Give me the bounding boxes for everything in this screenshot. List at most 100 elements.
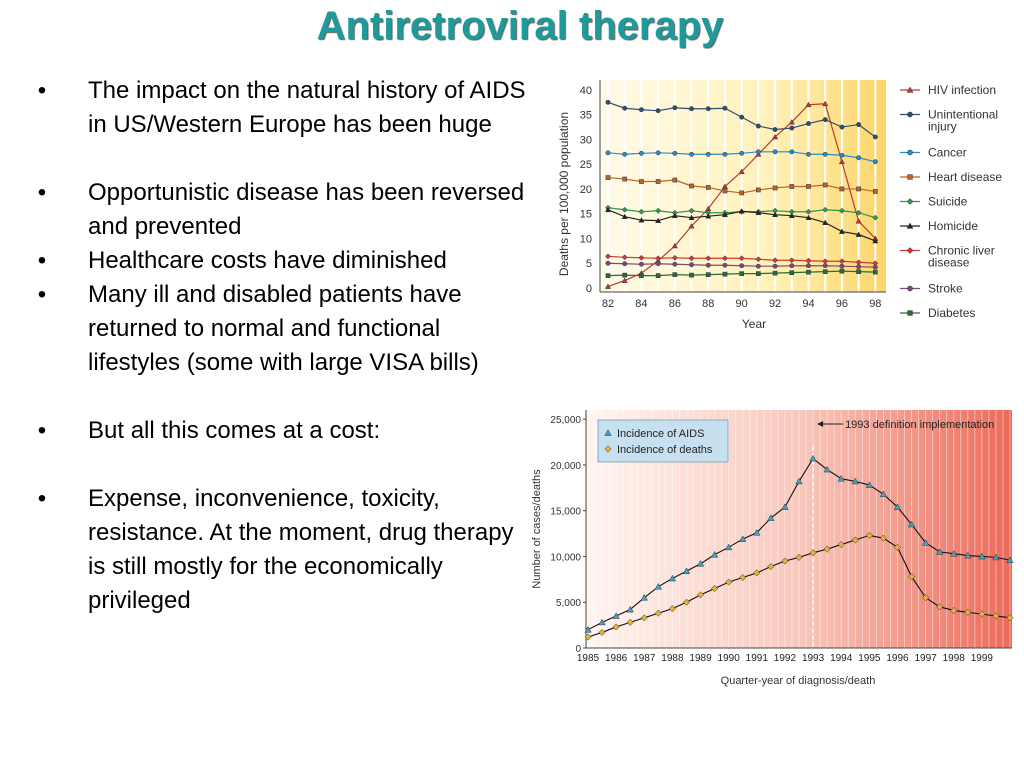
- data-point: [837, 541, 845, 549]
- data-point: [722, 262, 728, 268]
- data-point: [789, 263, 795, 269]
- x-tick-label: 90: [736, 298, 748, 310]
- x-tick-label: 84: [635, 298, 647, 310]
- legend-label: Heart disease: [928, 170, 1002, 184]
- data-point: [1006, 614, 1014, 622]
- data-point: [893, 543, 902, 551]
- data-point: [689, 151, 694, 157]
- legend-label: Homicide: [928, 219, 978, 233]
- data-point: [739, 573, 747, 582]
- x-tick-label: 1996: [886, 653, 909, 664]
- data-point: [721, 183, 728, 189]
- data-point: [711, 584, 719, 593]
- data-point: [688, 255, 695, 262]
- legend-marker-icon: [906, 198, 914, 205]
- data-point: [605, 150, 611, 156]
- legend-marker-icon: [906, 247, 914, 254]
- legend-box: [597, 419, 729, 463]
- data-point: [622, 105, 628, 111]
- data-point: [668, 574, 677, 582]
- y-tick-label: 10,000: [550, 552, 581, 563]
- data-point: [655, 217, 662, 223]
- data-point: [721, 255, 728, 262]
- data-point: [879, 534, 887, 542]
- data-point: [772, 270, 778, 276]
- data-point: [612, 623, 620, 631]
- data-point: [672, 177, 678, 183]
- data-point: [671, 242, 678, 249]
- data-point: [655, 179, 661, 184]
- data-point: [621, 206, 628, 213]
- data-point: [705, 272, 711, 277]
- y-tick-label: 30: [580, 134, 592, 146]
- data-point: [809, 549, 817, 557]
- data-point: [856, 264, 862, 270]
- data-point: [622, 176, 628, 182]
- data-point: [839, 186, 845, 192]
- data-point: [772, 211, 779, 218]
- x-tick-label: 96: [836, 298, 848, 310]
- bullet-item: • Many ill and disabled patients have ret…: [32, 278, 532, 380]
- data-point: [598, 628, 606, 636]
- data-point: [839, 268, 845, 274]
- data-point: [604, 206, 612, 213]
- data-point: [872, 214, 879, 221]
- data-point: [789, 149, 795, 155]
- data-point: [622, 272, 628, 278]
- data-point: [823, 545, 831, 553]
- legend-marker-icon: [906, 86, 914, 93]
- x-tick-label: 1986: [605, 653, 628, 664]
- data-point: [710, 550, 719, 558]
- data-point: [822, 263, 828, 269]
- data-point: [838, 158, 845, 165]
- data-point: [839, 152, 845, 158]
- data-point: [805, 214, 812, 221]
- data-point: [654, 582, 662, 590]
- data-point: [738, 168, 745, 174]
- data-point: [755, 149, 761, 155]
- data-point: [781, 503, 789, 510]
- data-point: [772, 133, 779, 140]
- bullet-dot-icon: •: [37, 281, 47, 308]
- data-point: [753, 528, 761, 536]
- data-point: [739, 114, 745, 120]
- data-point: [855, 218, 862, 224]
- y-tick-label: 5: [586, 258, 592, 270]
- x-tick-label: 98: [869, 298, 881, 310]
- data-point: [806, 269, 811, 275]
- data-point: [893, 503, 902, 510]
- data-point: [838, 207, 845, 214]
- data-point: [789, 125, 795, 131]
- data-point: [605, 99, 611, 105]
- data-point: [806, 263, 811, 269]
- data-point: [1006, 556, 1014, 563]
- data-point: [992, 553, 1000, 561]
- data-point: [822, 269, 828, 274]
- data-point: [756, 187, 761, 193]
- data-point: [672, 272, 678, 277]
- aids-incidence-chart: 0 5,000 10,000 15,000 20,000 25,000 1985 1986 1…: [531, 410, 1014, 687]
- data-point: [872, 264, 878, 270]
- data-point: [640, 593, 648, 601]
- bullet-text: Healthcare costs have diminished: [88, 247, 447, 274]
- data-point: [822, 117, 828, 123]
- data-point: [654, 609, 662, 617]
- data-point: [978, 610, 986, 618]
- data-point: [756, 271, 761, 276]
- x-tick-label: 1988: [661, 653, 684, 664]
- data-point: [788, 212, 795, 219]
- data-point: [655, 108, 661, 114]
- bullet-dot-icon: •: [37, 485, 47, 512]
- bullet-dot-icon: •: [37, 77, 47, 104]
- data-point: [936, 603, 944, 611]
- data-point: [688, 214, 695, 221]
- data-point: [696, 591, 705, 599]
- bullet-text: Opportunistic disease has been reversed …: [88, 179, 525, 240]
- data-point: [655, 255, 662, 262]
- y-axis-label: Deaths per 100,000 population: [557, 112, 571, 276]
- data-point: [739, 150, 745, 156]
- x-tick-label: 88: [702, 298, 714, 310]
- x-tick-label: 1992: [774, 653, 797, 664]
- data-point: [626, 605, 634, 613]
- data-point: [721, 211, 728, 218]
